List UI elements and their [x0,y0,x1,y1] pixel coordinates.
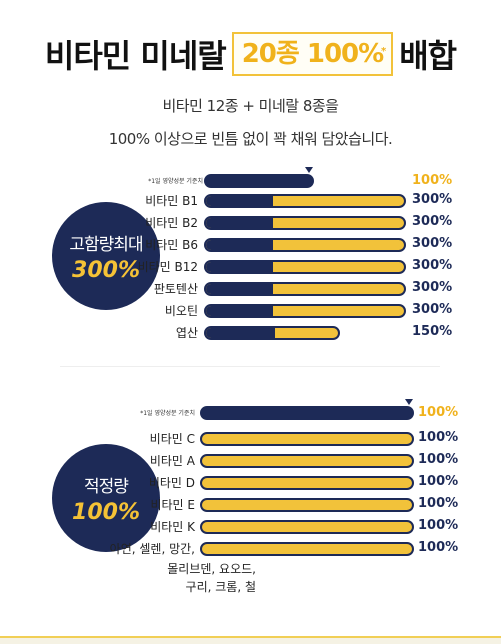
nutrient-value: 300% [412,258,453,273]
reference-value: 100% [418,405,459,420]
nutrient-bar-fill [206,218,274,228]
proper-dose-item-row: 비타민 E 100% [0,496,501,512]
nutrient-value: 100% [418,474,459,489]
high-dose-badge: 고함량최대 300% [52,202,160,310]
proper-dose-item-row: 비타민 K 100% [0,518,501,534]
proper-dose-reference-row: *1일 영양성분 기준치 100% [0,399,501,420]
proper-dose-item-row: 아연, 셀렌, 망간, 100% [0,540,501,556]
title-highlight: 20종 100% [241,39,384,69]
bottom-accent-line [0,636,501,644]
nutrient-label: 비타민 B6 [145,238,198,252]
nutrient-label: 비타민 B12 [137,260,198,274]
nutrient-bar-fill [206,262,274,272]
nutrient-bar-fill [206,196,274,206]
asterisk-icon: * [380,46,386,57]
proper-dose-extra-line: 구리, 크롬, 철 [0,578,501,594]
nutrient-value: 300% [412,236,453,251]
proper-dose-extra-line: 몰리브덴, 요오드, [0,560,501,576]
nutrient-bar [200,454,414,468]
nutrient-label: 비타민 C [149,432,195,446]
nutrient-bar [200,542,414,556]
proper-dose-item-row: 비타민 A 100% [0,452,501,468]
nutrient-label: 아연, 셀렌, 망간, [109,542,195,556]
nutrient-value: 100% [418,430,459,445]
high-dose-item-row: 비오틴 300% [0,302,501,318]
nutrient-label: 비타민 K [150,520,195,534]
nutrient-value: 150% [412,324,453,339]
nutrient-value: 300% [412,214,453,229]
proper-dose-badge-title: 적정량 [84,476,129,497]
proper-dose-item-row: 비타민 C 100% [0,430,501,446]
high-dose-badge-value: 300% [72,257,140,283]
proper-dose-badge: 적정량 100% [52,444,160,552]
high-dose-item-row: 판토텐산 300% [0,280,501,296]
high-dose-item-row: 비타민 B6 300% [0,236,501,252]
nutrient-bar [204,238,406,252]
nutrient-label: 비오틴 [164,304,198,318]
high-dose-badge-title: 고함량최대 [69,234,143,255]
nutrient-value: 100% [418,452,459,467]
nutrient-label: 비타민 B1 [145,194,198,208]
reference-marker-icon [305,167,313,173]
nutrient-value: 300% [412,302,453,317]
nutrient-bar-fill [206,306,274,316]
reference-bar [204,174,314,188]
nutrient-bar [204,304,406,318]
high-dose-item-row: 엽산 150% [0,324,501,340]
nutrient-label-continued: 몰리브덴, 요오드, [167,562,256,576]
nutrient-bar [200,520,414,534]
nutrient-bar-fill [206,240,274,250]
proper-dose-item-row: 비타민 D 100% [0,474,501,490]
nutrient-bar [200,476,414,490]
nutrient-value: 300% [412,280,453,295]
nutrient-bar [200,432,414,446]
subtitle-line-2: 100% 이상으로 빈틈 없이 꽉 채워 담았습니다. [108,130,393,148]
high-dose-item-row: 비타민 B2 300% [0,214,501,230]
title-highlight-box: 20종 100% * [231,32,394,76]
nutrient-value: 100% [418,496,459,511]
nutrient-bar [204,282,406,296]
nutrient-label: 엽산 [175,326,198,340]
nutrient-bar [204,326,340,340]
nutrient-bar [204,194,406,208]
nutrient-value: 100% [418,540,459,555]
reference-bar [200,406,414,420]
high-dose-reference-row: *1일 영양성분 기준치 100% [0,167,501,188]
title-left: 비타민 미네랄 [44,37,227,75]
nutrient-label: 비타민 D [148,476,195,490]
nutrient-label-continued: 구리, 크롬, 철 [185,580,256,594]
nutrient-value: 300% [412,192,453,207]
high-dose-item-row: 비타민 B1 300% [0,192,501,208]
reference-marker-icon [405,399,413,405]
nutrient-label: 비타민 B2 [145,216,198,230]
nutrient-bar-fill [206,284,274,294]
reference-label: *1일 영양성분 기준치 [140,410,195,417]
subtitle-line-1: 비타민 12종 + 미네랄 8종을 [162,97,339,115]
nutrient-bar-fill [206,328,275,338]
nutrient-bar [204,260,406,274]
nutrient-bar [204,216,406,230]
title-right: 배합 [399,37,457,75]
nutrient-label: 비타민 E [150,498,195,512]
page-title: 비타민 미네랄 20종 100% * 배합 [0,30,501,78]
proper-dose-badge-value: 100% [72,499,140,525]
section-divider [60,366,440,367]
reference-label: *1일 영양성분 기준치 [148,178,203,185]
nutrient-label: 판토텐산 [153,282,198,296]
high-dose-item-row: 비타민 B12 300% [0,258,501,274]
nutrient-value: 100% [418,518,459,533]
nutrient-bar [200,498,414,512]
reference-value: 100% [412,173,453,188]
nutrient-label: 비타민 A [149,454,195,468]
